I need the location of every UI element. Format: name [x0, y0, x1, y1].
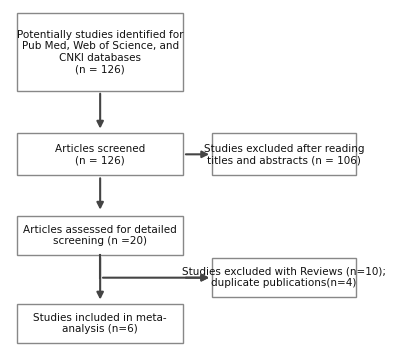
FancyBboxPatch shape [212, 258, 356, 297]
FancyBboxPatch shape [17, 216, 183, 255]
Text: Articles assessed for detailed
screening (n =20): Articles assessed for detailed screening… [23, 224, 177, 246]
FancyBboxPatch shape [17, 13, 183, 91]
Text: Studies included in meta-
analysis (n=6): Studies included in meta- analysis (n=6) [33, 313, 167, 334]
Text: Studies excluded after reading
titles and abstracts (n = 106): Studies excluded after reading titles an… [204, 144, 364, 165]
FancyBboxPatch shape [17, 133, 183, 175]
FancyBboxPatch shape [17, 304, 183, 343]
Text: Potentially studies identified for
Pub Med, Web of Science, and
CNKI databases
(: Potentially studies identified for Pub M… [17, 30, 184, 74]
Text: Studies excluded with Reviews (n=10);
duplicate publications(n=4): Studies excluded with Reviews (n=10); du… [182, 267, 386, 289]
FancyBboxPatch shape [212, 133, 356, 175]
Text: Articles screened
(n = 126): Articles screened (n = 126) [55, 144, 145, 165]
